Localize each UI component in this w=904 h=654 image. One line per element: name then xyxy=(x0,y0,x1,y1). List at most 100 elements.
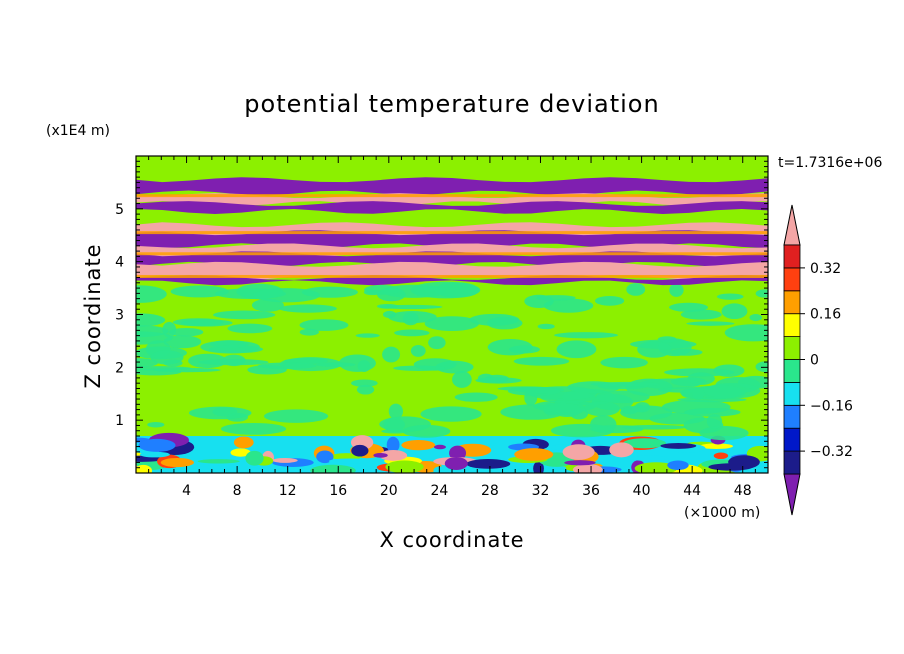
field-patch xyxy=(692,388,705,400)
field-patch xyxy=(200,340,260,354)
field-patch xyxy=(657,336,677,343)
field-eddy xyxy=(373,452,388,458)
field-patch xyxy=(188,353,227,369)
field-patch xyxy=(169,327,204,337)
colorbar-tick-label: −0.32 xyxy=(810,444,853,460)
x-tick-label: 44 xyxy=(683,483,701,499)
field-patch xyxy=(382,346,401,363)
field-eddy xyxy=(699,443,733,450)
x-tick-label: 48 xyxy=(734,483,752,499)
field-band xyxy=(136,275,768,286)
field-eddy xyxy=(310,464,356,473)
x-tick-label: 8 xyxy=(233,483,242,499)
field-patch xyxy=(299,328,319,336)
x-axis: 4 8 12 16 20 24 28 32 36 40 44 48 xyxy=(148,156,756,499)
field-eddy xyxy=(379,450,408,461)
field-patch xyxy=(637,341,672,358)
colorbar-segment xyxy=(783,450,801,475)
x-tick-label: 36 xyxy=(582,483,600,499)
field-eddy xyxy=(660,442,697,449)
field-eddy xyxy=(138,438,176,452)
colorbar-extend-low xyxy=(783,473,801,516)
field-eddy xyxy=(466,459,511,469)
field-patch xyxy=(351,379,378,387)
field-eddy xyxy=(713,452,729,460)
field-edge xyxy=(136,274,768,278)
field-patch xyxy=(413,358,457,371)
x-tick-label: 20 xyxy=(380,483,398,499)
field-eddy xyxy=(230,448,251,457)
field-patch xyxy=(150,350,184,365)
field-patch xyxy=(556,340,597,359)
field-patch xyxy=(513,356,570,366)
field-patch xyxy=(253,288,321,303)
field-eddy xyxy=(630,455,668,462)
field-patch xyxy=(669,283,684,297)
field-eddy xyxy=(514,448,554,461)
field-patch xyxy=(454,392,498,402)
y-axis-unit: (x1E4 m) xyxy=(46,123,110,139)
field-eddy xyxy=(401,440,436,451)
field-eddy xyxy=(564,460,596,466)
x-tick-label: 40 xyxy=(633,483,651,499)
field-patch xyxy=(402,312,419,326)
x-tick-label: 24 xyxy=(430,483,448,499)
field-eddy xyxy=(245,450,264,466)
field-band xyxy=(136,201,768,214)
field-eddy xyxy=(139,451,170,458)
field-patch xyxy=(428,336,446,350)
field-patch xyxy=(686,321,735,326)
field-eddy xyxy=(433,444,446,450)
x-tick-label: 16 xyxy=(329,483,347,499)
field-band xyxy=(136,177,768,196)
colorbar-tick-label: 0 xyxy=(810,353,819,369)
field-eddy xyxy=(233,436,254,449)
field-patch xyxy=(172,318,224,327)
field-eddy xyxy=(351,444,369,457)
field-patch xyxy=(170,285,229,298)
field-patch xyxy=(363,289,381,296)
field-patch xyxy=(749,314,762,322)
field-patch xyxy=(669,302,709,312)
field-eddy xyxy=(562,444,595,460)
x-axis-label: X coordinate xyxy=(379,528,524,552)
colorbar-segment xyxy=(783,244,801,269)
colorbar-segment xyxy=(783,267,801,292)
field-patch xyxy=(680,309,722,320)
field-patch xyxy=(543,298,594,313)
x-tick-label: 4 xyxy=(182,483,191,499)
field-eddy xyxy=(728,455,760,469)
y-axis: 1 2 3 4 5 xyxy=(115,160,768,469)
colorbar-tick-label: 0.16 xyxy=(810,307,841,323)
field-patch xyxy=(136,313,166,327)
field-patch xyxy=(537,323,555,330)
field-patch xyxy=(383,417,405,432)
field-patch xyxy=(279,304,337,313)
field-patch xyxy=(590,415,617,433)
field-patch xyxy=(670,348,703,356)
field-eddy xyxy=(572,464,603,473)
field-patch xyxy=(394,329,430,337)
field-eddy xyxy=(533,461,544,473)
field-patch xyxy=(380,304,443,310)
colorbar-segment xyxy=(783,290,801,315)
field-patch xyxy=(540,391,596,403)
field-patch xyxy=(283,358,328,365)
x-tick-label: 32 xyxy=(532,483,550,499)
field-patch xyxy=(477,373,494,383)
field-patch xyxy=(755,289,768,298)
x-axis-unit: (×1000 m) xyxy=(684,505,760,521)
field-patch xyxy=(583,401,620,417)
field-patch xyxy=(163,335,202,349)
field-edge xyxy=(136,252,768,256)
field-patch xyxy=(716,293,744,300)
time-label: t=1.7316e+06 xyxy=(778,155,882,171)
field-eddy xyxy=(160,457,194,468)
field-eddy xyxy=(449,445,467,461)
field-eddy xyxy=(444,456,468,470)
field-patch xyxy=(227,323,273,334)
field-patch xyxy=(664,368,735,377)
field-patch xyxy=(703,383,761,399)
y-tick-label: 4 xyxy=(115,255,124,271)
colorbar-segment xyxy=(783,359,801,383)
